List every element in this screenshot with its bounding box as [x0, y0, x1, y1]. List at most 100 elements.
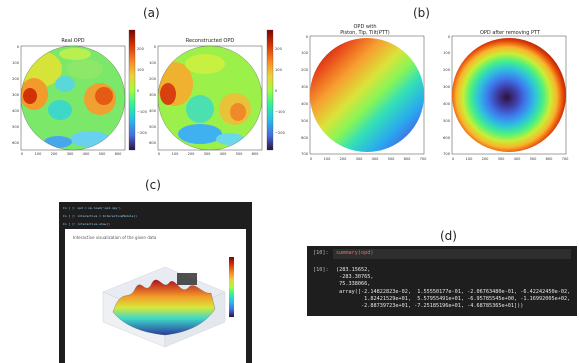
y-tick: 400 [301, 102, 309, 106]
output-prompt: [10]: [313, 267, 329, 273]
x-tick: 300 [498, 157, 506, 161]
opd-with-ptt-heatmap [310, 38, 424, 152]
y-tick: 100 [149, 61, 157, 65]
y-tick: 200 [149, 77, 157, 81]
subplot-title-real-opd: Real OPD [61, 38, 84, 44]
y-tick: 500 [301, 119, 309, 123]
x-tick: 400 [514, 157, 522, 161]
colorbar-real-opd [128, 29, 136, 151]
output-line: 75.338066, [336, 281, 371, 288]
output-line: (283.15652, [336, 267, 371, 273]
panel-label-b: (b) [413, 6, 430, 20]
x-tick: 600 [546, 157, 554, 161]
colorbar-tick: 0 [137, 89, 140, 93]
y-tick: 500 [443, 119, 451, 123]
opd-after-ptt-heatmap [452, 38, 566, 152]
panel-a-figure: Real OPD Reconstructed OPD 0 100 200 300 [12, 29, 286, 156]
y-tick: 500 [12, 125, 20, 129]
x-tick: 600 [115, 152, 123, 156]
y-tick: 600 [12, 141, 20, 145]
input-prompt: [10]: [313, 250, 329, 256]
colorbar-tick: 100 [137, 68, 145, 72]
y-tick: 200 [301, 68, 309, 72]
y-tick: 100 [12, 61, 20, 65]
colorbar-tick: 200 [275, 47, 283, 51]
colorbar-tick: −200 [275, 131, 286, 135]
x-tick: 300 [67, 152, 75, 156]
x-tick: 100 [172, 152, 180, 156]
y-tick: 200 [443, 68, 451, 72]
panel-label-c: (c) [145, 178, 161, 192]
x-tick: 100 [35, 152, 43, 156]
colorbar-tick: 200 [137, 47, 145, 51]
output-line: -283.30765, [336, 274, 374, 281]
output-line: 1.82421529e+01, 5.57955491e+01, -6.95785… [336, 295, 571, 302]
input-cell[interactable] [333, 249, 571, 259]
interactive-plot-title: Interactive visualization of the given d… [73, 235, 157, 240]
y-tick: 100 [443, 51, 451, 55]
y-tick: 300 [12, 93, 20, 97]
x-tick: 700 [420, 157, 428, 161]
y-tick: 600 [301, 136, 309, 140]
y-tick: 500 [149, 125, 157, 129]
y-tick: 300 [443, 85, 451, 89]
x-tick: 200 [51, 152, 59, 156]
x-tick: 400 [372, 157, 380, 161]
y-tick: 400 [12, 109, 20, 113]
x-tick: 500 [99, 152, 107, 156]
x-tick: 700 [562, 157, 570, 161]
x-tick: 200 [340, 157, 348, 161]
colorbar-tick: 100 [275, 68, 283, 72]
panel-label-a: (a) [143, 6, 160, 20]
code-line: In [ ]: opd = np.load('opd.npy') [63, 206, 121, 210]
panel-b-x-ticks: 0 100 200 300 400 500 600 700 0 100 200 … [310, 157, 569, 161]
x-tick: 300 [356, 157, 364, 161]
notebook-screenshot: In [ ]: opd = np.load('opd.npy') In [ ]:… [59, 202, 252, 363]
x-tick: 600 [404, 157, 412, 161]
subplot-title-opd-with-ptt-2: Piston, Tip, Tilt(PTT) [340, 30, 390, 36]
x-tick: 0 [310, 157, 313, 161]
x-tick: 100 [466, 157, 474, 161]
y-tick: 0 [306, 35, 309, 39]
y-tick: 100 [301, 51, 309, 55]
output-line: -2.88739723e+01, -7.25185196e+01, -4.687… [336, 303, 524, 310]
x-tick: 0 [158, 152, 161, 156]
colorbar-reconstructed-opd [266, 29, 274, 151]
colorbar-ticks-real: 200 100 0 −100 −200 [137, 47, 148, 135]
output-lines: (283.15652, -283.30765, 75.338066, array… [336, 267, 570, 310]
colorbar-tick: −200 [137, 131, 148, 135]
y-tick: 300 [301, 85, 309, 89]
code-line: In [ ]: interactive = InteractiveModule(… [63, 214, 138, 218]
x-tick: 400 [83, 152, 91, 156]
x-tick: 0 [452, 157, 455, 161]
panel-b-figure: OPD with Piston, Tip, Tilt(PTT) OPD afte… [301, 24, 569, 161]
x-tick: 500 [530, 157, 538, 161]
input-code: summary(opd) [336, 250, 374, 256]
x-tick: 100 [324, 157, 332, 161]
y-tick: 600 [443, 136, 451, 140]
colorbar-ticks-reconstructed: 200 100 0 −100 −200 [275, 47, 286, 135]
y-tick: 400 [443, 102, 451, 106]
colorbar-tick: −100 [275, 110, 286, 114]
x-tick: 300 [204, 152, 212, 156]
y-tick: 700 [301, 152, 309, 156]
y-tick: 300 [149, 93, 157, 97]
y-tick: 600 [149, 141, 157, 145]
code-output-cell: [10]: summary(opd) [10]: (283.15652, -28… [307, 246, 577, 316]
x-tick: 600 [252, 152, 260, 156]
y-tick: 700 [443, 152, 451, 156]
panel-b-y-ticks: 0 100 200 300 400 500 600 700 0 100 200 … [301, 35, 451, 156]
panel-label-d: (d) [440, 229, 457, 243]
colorbar-tick: −100 [137, 110, 148, 114]
y-tick: 0 [154, 45, 157, 49]
reconstructed-opd-heatmap [158, 46, 262, 150]
subplot-title-opd-with-ptt-1: OPD with [354, 24, 377, 30]
x-tick: 400 [220, 152, 228, 156]
x-tick: 200 [482, 157, 490, 161]
y-tick: 0 [448, 35, 451, 39]
x-tick: 0 [21, 152, 24, 156]
panel-a-y-ticks: 0 100 200 300 400 500 600 0 100 200 300 … [12, 45, 157, 145]
surface-plot-3d[interactable] [85, 247, 245, 359]
x-tick: 500 [236, 152, 244, 156]
notebook-output: Interactive visualization of the given d… [65, 229, 246, 363]
